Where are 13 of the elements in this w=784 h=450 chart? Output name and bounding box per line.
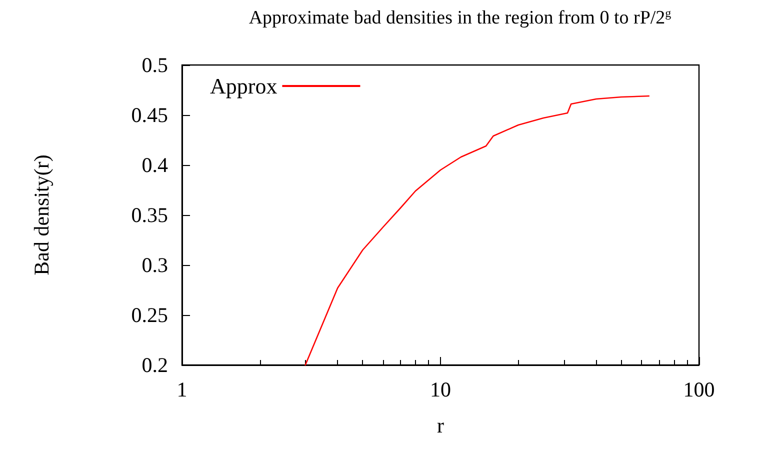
y-tick-label: 0.3 (142, 253, 168, 277)
x-tick-label: 1 (176, 378, 188, 402)
y-tick-label: 0.4 (142, 153, 168, 177)
legend-label: Approx (210, 74, 278, 98)
x-axis-title: r (437, 414, 444, 438)
y-tick-label: 0.25 (131, 303, 168, 327)
y-tick-label: 0.5 (142, 53, 168, 77)
y-tick-label: 0.35 (131, 203, 168, 227)
x-tick-label: 10 (430, 378, 451, 402)
x-tick-label: 100 (683, 378, 715, 402)
y-tick-label: 0.45 (131, 103, 168, 127)
y-axis-title: Bad density(r) (30, 154, 54, 276)
y-tick-label: 0.2 (142, 353, 168, 377)
